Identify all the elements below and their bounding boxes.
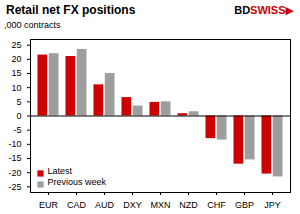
svg-text:-25: -25 xyxy=(8,182,21,192)
svg-text:MXN: MXN xyxy=(151,200,171,210)
html-text:BD SWISS ▶: BD SWISS ▶ xyxy=(234,3,294,16)
svg-text:0: 0 xyxy=(16,111,21,121)
svg-text:CHF: CHF xyxy=(207,200,226,210)
svg-text:JPY: JPY xyxy=(264,200,281,210)
svg-text:5: 5 xyxy=(16,97,21,107)
svg-text:Previous week: Previous week xyxy=(48,177,107,187)
svg-text:15: 15 xyxy=(11,68,21,78)
svg-text:-15: -15 xyxy=(8,153,21,163)
svg-text:25: 25 xyxy=(11,40,21,50)
svg-text:-5: -5 xyxy=(13,125,21,135)
svg-text:GBP: GBP xyxy=(235,200,254,210)
svg-text:Latest: Latest xyxy=(48,166,73,176)
html-text:Retail net FX positions: Retail net FX positions xyxy=(6,3,136,17)
svg-text:EUR: EUR xyxy=(39,200,59,210)
svg-text:CAD: CAD xyxy=(67,200,87,210)
svg-text:DXY: DXY xyxy=(123,200,142,210)
html-text:,000 contracts: ,000 contracts xyxy=(4,20,61,30)
svg-text:20: 20 xyxy=(11,54,21,64)
svg-text:10: 10 xyxy=(11,83,21,93)
svg-text:-20: -20 xyxy=(8,168,21,178)
svg-text:NZD: NZD xyxy=(179,200,198,210)
svg-text:-10: -10 xyxy=(8,139,21,149)
svg-text:AUD: AUD xyxy=(95,200,115,210)
